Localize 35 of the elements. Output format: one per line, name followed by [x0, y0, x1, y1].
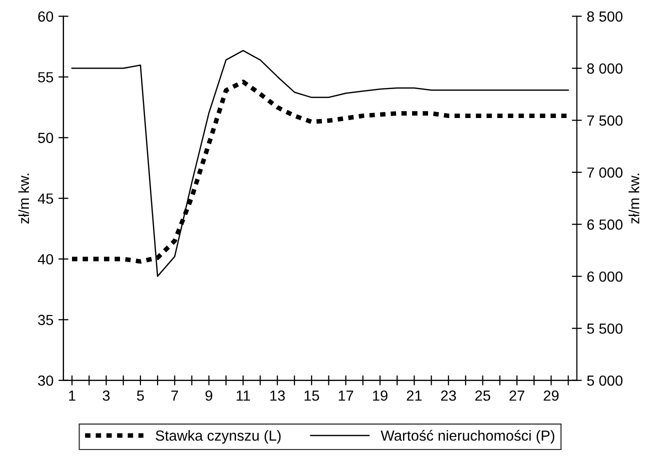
- y2-tick-label: 6 000: [587, 271, 622, 282]
- y2-tick-label: 5 000: [587, 375, 622, 386]
- x-tick-label: 7: [171, 390, 178, 401]
- x-tick-label: 15: [304, 390, 320, 401]
- y2-tick-label: 5 500: [587, 323, 622, 334]
- y-tick-label: 35: [38, 314, 54, 326]
- x-tick-label: 19: [373, 390, 388, 401]
- y2-tick-label: 7 500: [587, 115, 622, 126]
- legend-label: Wartość nieruchomości (P): [380, 430, 554, 444]
- y-tick-label: 40: [38, 254, 54, 264]
- x-tick-label: 9: [206, 390, 212, 401]
- x-tick-label: 5: [136, 390, 144, 401]
- y-tick-label: 55: [38, 72, 54, 82]
- y-tick-label: 30: [38, 375, 54, 386]
- y2-tick-label: 8 000: [587, 63, 622, 74]
- y-tick-label: 60: [38, 11, 54, 22]
- x-tick-label: 17: [338, 390, 354, 401]
- x-tick-label: 21: [406, 390, 422, 401]
- x-tick-label: 13: [270, 390, 285, 401]
- line-series: [71, 50, 569, 277]
- y-tick-label: 50: [38, 132, 54, 144]
- legend-label: Stawka czynszu (L): [156, 430, 281, 444]
- y2-axis-title: zł/m kw.: [628, 174, 640, 224]
- x-tick-label: 23: [441, 390, 456, 401]
- y-tick-label: 45: [38, 194, 54, 204]
- x-tick-label: 3: [102, 390, 110, 401]
- x-tick-label: 27: [510, 390, 524, 401]
- y2-tick-label: 7 000: [587, 167, 622, 178]
- x-tick-label: 25: [475, 390, 490, 401]
- x-tick-label: 11: [236, 390, 250, 401]
- y2-tick-label: 8 500: [587, 11, 622, 22]
- y-axis-title: zł/m kw.: [18, 174, 30, 224]
- x-tick-label: 1: [69, 390, 76, 401]
- y2-tick-label: 6 500: [587, 219, 622, 230]
- x-tick-label: 29: [544, 390, 559, 401]
